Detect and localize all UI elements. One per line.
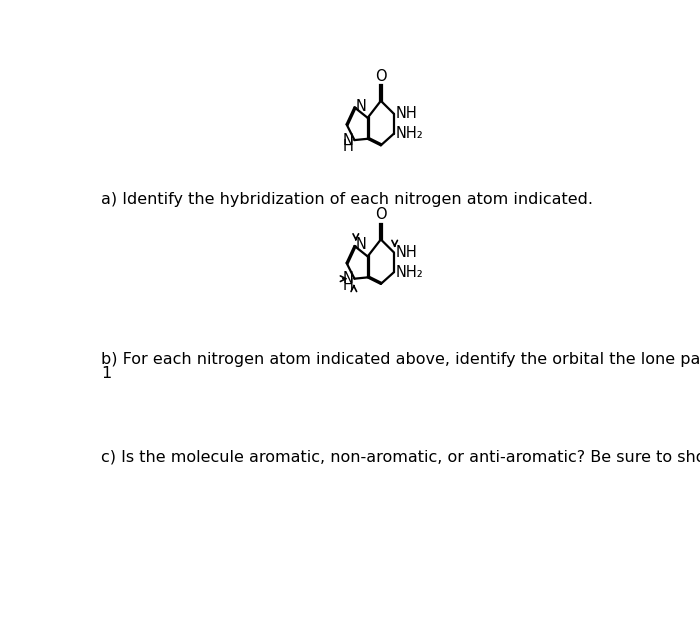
Text: NH: NH [395,245,417,260]
Text: c) Is the molecule aromatic, non-aromatic, or anti-aromatic? Be sure to show you: c) Is the molecule aromatic, non-aromati… [102,450,700,465]
Text: H: H [343,278,354,293]
Text: O: O [375,69,386,84]
Text: O: O [375,207,386,223]
Text: a) Identify the hybridization of each nitrogen atom indicated.: a) Identify the hybridization of each ni… [102,192,594,207]
Text: 1: 1 [102,366,112,381]
Text: b) For each nitrogen atom indicated above, identify the orbital the lone pair is: b) For each nitrogen atom indicated abov… [102,352,700,367]
Text: N: N [343,271,354,286]
Text: N: N [356,237,367,252]
Text: N: N [356,98,367,114]
Text: H: H [343,139,354,154]
Text: NH: NH [395,106,417,121]
Text: NH₂: NH₂ [395,126,423,141]
Text: N: N [343,132,354,147]
Text: NH₂: NH₂ [395,264,423,280]
